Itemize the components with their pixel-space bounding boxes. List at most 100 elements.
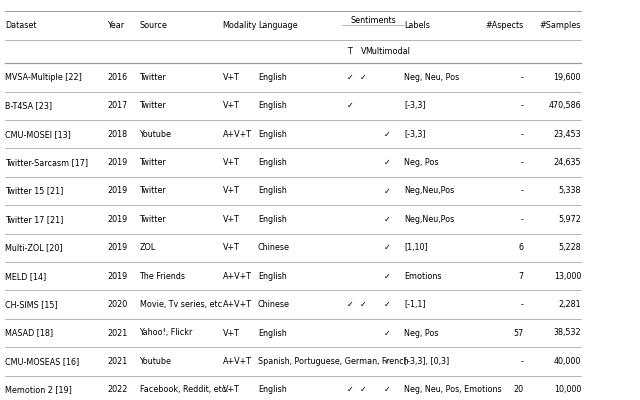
Text: -: - bbox=[521, 73, 524, 82]
Text: Neg, Pos: Neg, Pos bbox=[404, 158, 439, 167]
Text: Movie, Tv series, etc: Movie, Tv series, etc bbox=[140, 300, 221, 309]
Text: -: - bbox=[521, 300, 524, 309]
Text: Youtube: Youtube bbox=[140, 357, 172, 366]
Text: ✓: ✓ bbox=[384, 357, 390, 366]
Text: English: English bbox=[258, 328, 287, 338]
Text: ZOL: ZOL bbox=[140, 243, 156, 252]
Text: Twitter: Twitter bbox=[140, 101, 166, 110]
Text: -: - bbox=[521, 101, 524, 110]
Text: Neg,Neu,Pos: Neg,Neu,Pos bbox=[404, 186, 455, 196]
Text: 2019: 2019 bbox=[108, 272, 128, 281]
Text: Neg, Pos: Neg, Pos bbox=[404, 328, 439, 338]
Text: 5,972: 5,972 bbox=[558, 215, 581, 224]
Text: 7: 7 bbox=[518, 272, 524, 281]
Text: 2019: 2019 bbox=[108, 158, 128, 167]
Text: 2019: 2019 bbox=[108, 186, 128, 196]
Text: ✓: ✓ bbox=[346, 300, 353, 309]
Text: ✓: ✓ bbox=[384, 243, 390, 252]
Text: V: V bbox=[361, 47, 366, 56]
Text: Twitter 15 [21]: Twitter 15 [21] bbox=[5, 186, 63, 196]
Text: Neg, Neu, Pos, Emotions: Neg, Neu, Pos, Emotions bbox=[404, 385, 502, 394]
Text: Youtube: Youtube bbox=[140, 130, 172, 139]
Text: Modality: Modality bbox=[223, 21, 257, 30]
Text: Chinese: Chinese bbox=[258, 243, 290, 252]
Text: [-3,3]: [-3,3] bbox=[404, 130, 426, 139]
Text: The Friends: The Friends bbox=[140, 272, 186, 281]
Text: V+T: V+T bbox=[223, 328, 239, 338]
Text: Twitter: Twitter bbox=[140, 73, 166, 82]
Text: ✓: ✓ bbox=[384, 272, 390, 281]
Text: MELD [14]: MELD [14] bbox=[5, 272, 46, 281]
Text: V+T: V+T bbox=[223, 215, 239, 224]
Text: 5,228: 5,228 bbox=[558, 243, 581, 252]
Text: 13,000: 13,000 bbox=[554, 272, 581, 281]
Text: -: - bbox=[521, 357, 524, 366]
Text: V+T: V+T bbox=[223, 243, 239, 252]
Text: Language: Language bbox=[258, 21, 298, 30]
Text: Spanish, Portuguese, German, French: Spanish, Portuguese, German, French bbox=[258, 357, 408, 366]
Text: -: - bbox=[521, 158, 524, 167]
Text: Sentiments: Sentiments bbox=[351, 16, 396, 25]
Text: ✓: ✓ bbox=[384, 215, 390, 224]
Text: ✓: ✓ bbox=[384, 186, 390, 196]
Text: #Aspects: #Aspects bbox=[485, 21, 524, 30]
Text: Yahoo!, Flickr: Yahoo!, Flickr bbox=[140, 328, 193, 338]
Text: [1,10]: [1,10] bbox=[404, 243, 428, 252]
Text: Emotions: Emotions bbox=[404, 272, 442, 281]
Text: B-T4SA [23]: B-T4SA [23] bbox=[5, 101, 52, 110]
Text: Facebook, Reddit, etc.: Facebook, Reddit, etc. bbox=[140, 385, 228, 394]
Text: [-3,3]: [-3,3] bbox=[404, 101, 426, 110]
Text: MVSA-Multiple [22]: MVSA-Multiple [22] bbox=[5, 73, 82, 82]
Text: 10,000: 10,000 bbox=[554, 385, 581, 394]
Text: 2,281: 2,281 bbox=[559, 300, 581, 309]
Text: Neg,Neu,Pos: Neg,Neu,Pos bbox=[404, 215, 455, 224]
Text: Year: Year bbox=[108, 21, 125, 30]
Text: ✓: ✓ bbox=[384, 328, 390, 338]
Text: V+T: V+T bbox=[223, 73, 239, 82]
Text: V+T: V+T bbox=[223, 101, 239, 110]
Text: -: - bbox=[521, 186, 524, 196]
Text: 2016: 2016 bbox=[108, 73, 127, 82]
Text: English: English bbox=[258, 158, 287, 167]
Text: English: English bbox=[258, 385, 287, 394]
Text: Labels: Labels bbox=[404, 21, 430, 30]
Text: Memotion 2 [19]: Memotion 2 [19] bbox=[5, 385, 72, 394]
Text: 6: 6 bbox=[518, 243, 524, 252]
Text: English: English bbox=[258, 215, 287, 224]
Text: Multimodal: Multimodal bbox=[365, 47, 410, 56]
Text: 19,600: 19,600 bbox=[554, 73, 581, 82]
Text: 2019: 2019 bbox=[108, 215, 128, 224]
Text: CMU-MOSEI [13]: CMU-MOSEI [13] bbox=[5, 130, 71, 139]
Text: ✓: ✓ bbox=[384, 158, 390, 167]
Text: A+V+T: A+V+T bbox=[223, 300, 252, 309]
Text: CH-SIMS [15]: CH-SIMS [15] bbox=[5, 300, 58, 309]
Text: Neg, Neu, Pos: Neg, Neu, Pos bbox=[404, 73, 460, 82]
Text: 24,635: 24,635 bbox=[554, 158, 581, 167]
Text: Chinese: Chinese bbox=[258, 300, 290, 309]
Text: Dataset: Dataset bbox=[5, 21, 36, 30]
Text: MASAD [18]: MASAD [18] bbox=[5, 328, 53, 338]
Text: ✓: ✓ bbox=[384, 130, 390, 139]
Text: ✓: ✓ bbox=[360, 385, 367, 394]
Text: 2019: 2019 bbox=[108, 243, 128, 252]
Text: Twitter 17 [21]: Twitter 17 [21] bbox=[5, 215, 63, 224]
Text: English: English bbox=[258, 272, 287, 281]
Text: 2017: 2017 bbox=[108, 101, 128, 110]
Text: ✓: ✓ bbox=[360, 73, 367, 82]
Text: English: English bbox=[258, 130, 287, 139]
Text: Twitter-Sarcasm [17]: Twitter-Sarcasm [17] bbox=[5, 158, 88, 167]
Text: 20: 20 bbox=[513, 385, 524, 394]
Text: English: English bbox=[258, 101, 287, 110]
Text: 38,532: 38,532 bbox=[554, 328, 581, 338]
Text: Multi-ZOL [20]: Multi-ZOL [20] bbox=[5, 243, 63, 252]
Text: A+V+T: A+V+T bbox=[223, 272, 252, 281]
Text: V+T: V+T bbox=[223, 385, 239, 394]
Text: 5,338: 5,338 bbox=[559, 186, 581, 196]
Text: ✓: ✓ bbox=[360, 300, 367, 309]
Text: 40,000: 40,000 bbox=[554, 357, 581, 366]
Text: -: - bbox=[521, 215, 524, 224]
Text: Twitter: Twitter bbox=[140, 215, 166, 224]
Text: 470,586: 470,586 bbox=[548, 101, 581, 110]
Text: 2021: 2021 bbox=[108, 357, 128, 366]
Text: ✓: ✓ bbox=[346, 73, 353, 82]
